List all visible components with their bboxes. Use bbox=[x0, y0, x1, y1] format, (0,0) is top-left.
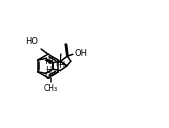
Text: CH₃: CH₃ bbox=[43, 84, 57, 93]
Text: H: H bbox=[55, 59, 61, 68]
Text: HO: HO bbox=[25, 38, 38, 46]
Text: ·H: ·H bbox=[58, 61, 66, 70]
Text: O: O bbox=[44, 72, 51, 81]
Polygon shape bbox=[60, 54, 61, 61]
Text: H: H bbox=[47, 57, 53, 66]
Text: ·H: ·H bbox=[44, 66, 52, 75]
Text: ·H: ·H bbox=[43, 57, 52, 66]
Text: OH: OH bbox=[75, 49, 88, 58]
